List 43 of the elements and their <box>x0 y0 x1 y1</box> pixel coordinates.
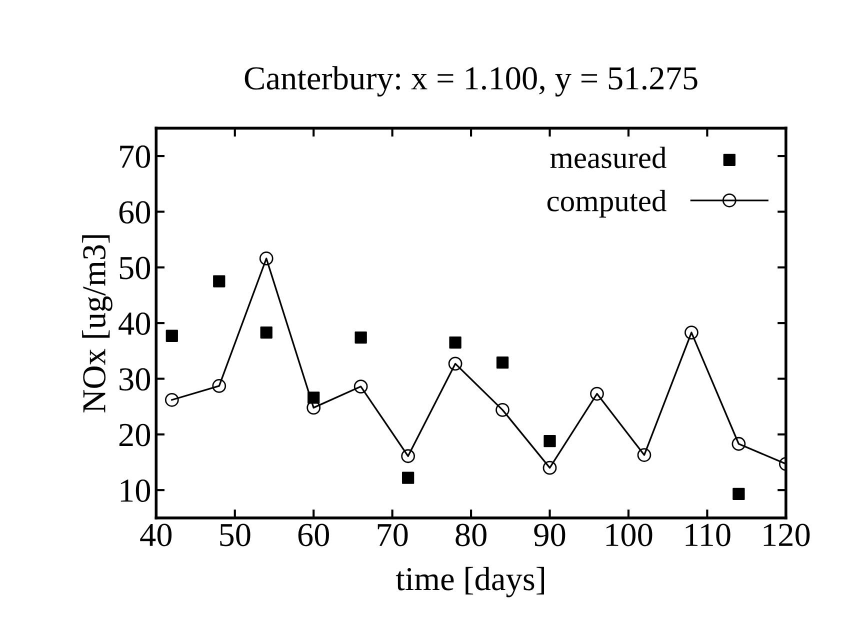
point <box>259 252 274 266</box>
y-tick-label: 70 <box>120 145 150 168</box>
y-tick-label: 50 <box>120 256 150 280</box>
x-tick-label: 120 <box>764 524 810 546</box>
point <box>402 472 414 484</box>
x-tick-label: 40 <box>140 524 172 546</box>
legend-label: measured <box>550 146 666 168</box>
x-tick-label: 50 <box>220 524 250 546</box>
point <box>684 326 698 340</box>
point <box>590 386 604 401</box>
x-axis-title: time [days] <box>396 566 544 598</box>
chart-title: Canterbury: x = 1.100, y = 51.275 <box>244 66 698 97</box>
x-tick-label: 60 <box>298 524 329 546</box>
x-tick-label: 90 <box>534 524 566 546</box>
point <box>496 356 509 369</box>
point <box>542 460 557 475</box>
x-tick-label: 80 <box>456 524 486 546</box>
point <box>166 330 178 342</box>
x-tick-label: 100 <box>606 524 652 546</box>
y-tick-label: 10 <box>120 479 150 502</box>
point <box>544 435 556 448</box>
y-tick-label: 60 <box>119 201 150 224</box>
y-axis-title: NOx [ug/m3] <box>82 235 112 412</box>
y-tick-label: 20 <box>119 424 150 446</box>
point <box>637 448 652 462</box>
y-tick-label: 30 <box>120 368 150 391</box>
x-tick-label: 110 <box>686 524 730 546</box>
point <box>732 436 746 451</box>
point <box>164 392 179 407</box>
point <box>496 402 510 417</box>
point <box>212 379 226 393</box>
y-tick-label: 40 <box>118 312 150 335</box>
point <box>732 488 745 500</box>
point <box>354 380 368 394</box>
point <box>401 449 416 464</box>
x-tick-label: 70 <box>378 524 408 546</box>
point <box>448 356 462 371</box>
point <box>354 331 367 344</box>
point <box>308 392 320 404</box>
point <box>213 275 226 288</box>
point <box>449 336 462 349</box>
legend-label: computed <box>547 190 666 218</box>
point <box>260 326 272 339</box>
